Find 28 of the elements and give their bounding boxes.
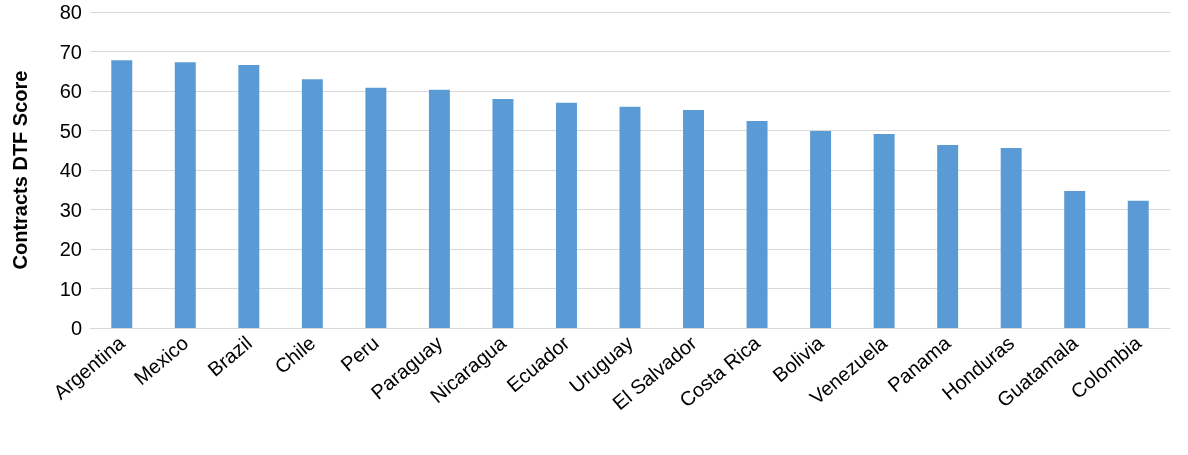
bar	[174, 62, 196, 328]
y-tick-label: 0	[70, 317, 82, 339]
bar	[492, 98, 514, 328]
bar	[810, 130, 832, 328]
bar	[683, 109, 705, 328]
bar	[238, 64, 260, 328]
y-tick-label: 40	[59, 159, 82, 181]
bar	[937, 145, 959, 328]
y-tick-label: 30	[59, 198, 82, 221]
y-tick-label: 50	[59, 119, 82, 142]
bar	[365, 87, 387, 328]
y-tick-label: 60	[59, 80, 82, 102]
bar	[111, 60, 133, 328]
y-axis-title: Contracts DTF Score	[9, 70, 31, 270]
y-tick-label: 70	[59, 40, 82, 63]
bar	[873, 134, 895, 328]
bar	[555, 102, 577, 328]
bar	[301, 79, 323, 328]
y-tick-label: 80	[59, 1, 82, 23]
x-tick-label: Chile	[270, 331, 320, 378]
y-tick-label: 10	[59, 277, 82, 300]
bar	[1064, 190, 1086, 328]
bar	[619, 106, 641, 328]
y-tick-label: 20	[59, 238, 82, 260]
bar	[1000, 147, 1022, 328]
bar	[746, 121, 768, 328]
bar	[428, 89, 450, 328]
bar	[1127, 200, 1149, 328]
